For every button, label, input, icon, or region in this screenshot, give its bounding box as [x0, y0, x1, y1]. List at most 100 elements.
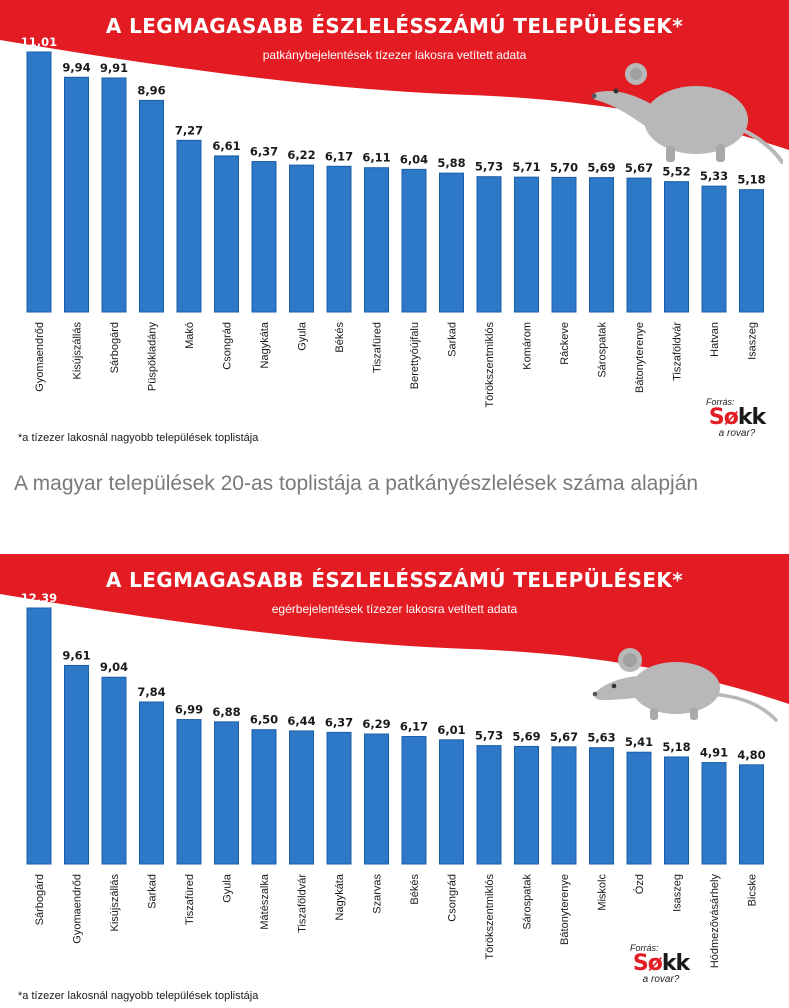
value-label: 5,73: [475, 160, 503, 174]
value-label: 7,27: [175, 123, 203, 137]
bar-Ráckeve: [551, 176, 577, 313]
bar-Kisújszállás: [101, 676, 127, 865]
category-label: Tiszaföldvár: [672, 322, 684, 381]
value-label: 5,88: [437, 156, 465, 170]
red-banner-background: [0, 0, 789, 150]
bar-Berettyóújfalu: [401, 168, 427, 313]
value-label: 6,11: [362, 151, 390, 165]
brand-tagline: a rovar?: [642, 974, 680, 985]
bar-Gyomaendrőd: [64, 664, 89, 865]
value-label: 6,22: [287, 148, 315, 162]
bar-Püspökladány: [139, 99, 164, 313]
bar-Tiszaföldvár: [289, 730, 314, 865]
footnote: *a tízezer lakosnál nagyobb települések …: [18, 432, 259, 444]
category-label: Püspökladány: [147, 322, 159, 392]
category-label: Isaszeg: [672, 874, 684, 912]
value-label: 5,18: [737, 173, 765, 187]
value-label: 6,37: [325, 715, 353, 729]
image-caption: A magyar települések 20-as toplistája a …: [14, 472, 699, 495]
chart-subtitle: patkánybejelentések tízezer lakosra vetí…: [262, 48, 527, 62]
value-label: 6,17: [400, 720, 428, 734]
bar-chart: 12,39 Sárbogárd 9,61 Gyomaendrőd 9,04 Kisújsz…: [21, 591, 766, 969]
bar-Bátonyterenye: [551, 746, 577, 865]
bar-Isaszeg: [739, 189, 764, 313]
value-label: 9,61: [62, 648, 90, 662]
value-label: 5,70: [550, 160, 578, 174]
value-label: 6,17: [325, 149, 353, 163]
value-label: 5,69: [587, 161, 615, 175]
category-label: Gyomaendrőd: [72, 874, 84, 944]
bar-Sarkad: [439, 172, 464, 313]
footnote: *a tízezer lakosnál nagyobb települések …: [18, 990, 259, 1002]
category-label: Sarkad: [447, 322, 459, 357]
value-label: 7,84: [137, 685, 165, 699]
value-label: 6,01: [437, 723, 465, 737]
category-label: Mátészalka: [259, 873, 271, 930]
bar-Hódmezővásárhely: [701, 762, 727, 865]
category-label: Csongrád: [447, 874, 459, 922]
chart-title: A LEGMAGASABB ÉSZLELÉSSZÁMÚ TELEPÜLÉSEK*: [105, 14, 684, 38]
category-label: Tiszafüred: [372, 322, 384, 373]
value-label: 5,69: [512, 729, 540, 743]
bar-Sarkad: [139, 701, 164, 865]
value-label: 9,04: [100, 660, 128, 674]
source-label: Forrás:: [706, 397, 735, 407]
bar-Szarvas: [364, 733, 389, 865]
red-banner-background: [0, 554, 789, 704]
bar-Kisújszállás: [64, 76, 89, 313]
category-label: Ráckeve: [559, 322, 571, 365]
bar-Törökszentmiklós: [476, 745, 502, 865]
category-label: Tiszaföldvár: [297, 874, 309, 933]
category-label: Hódmezővásárhely: [709, 874, 721, 969]
category-label: Bátonyterenye: [559, 874, 571, 945]
bar-Ózd: [626, 751, 652, 865]
category-label: Békés: [409, 874, 421, 905]
value-label: 6,99: [175, 703, 203, 717]
value-label: 9,91: [100, 61, 128, 75]
bar-chart: 11,01 Gyomaendrőd 9,94 Kisújszállás 9,91 Sárb…: [21, 35, 766, 408]
bar-Hatvan: [701, 185, 727, 313]
value-label: 4,91: [700, 746, 728, 760]
value-label: 4,80: [737, 748, 765, 762]
mouse-chart-panel: A LEGMAGASABB ÉSZLELÉSSZÁMÚ TELEPÜLÉSEK*…: [0, 554, 789, 1008]
source-logo: Forrás: Søkk a rovar?: [702, 398, 772, 439]
bar-Gyomaendrőd: [26, 51, 52, 313]
bar-Tiszafüred: [176, 719, 202, 865]
bar-Sárospatak: [514, 745, 539, 865]
bar-Bicske: [739, 764, 764, 865]
rat-chart-panel: A LEGMAGASABB ÉSZLELÉSSZÁMÚ TELEPÜLÉSEK*…: [0, 0, 789, 454]
value-label: 8,96: [137, 83, 165, 97]
category-label: Sárospatak: [522, 874, 534, 930]
value-label: 6,88: [212, 705, 240, 719]
value-label: 5,52: [662, 165, 690, 179]
category-label: Sarkad: [147, 874, 159, 909]
value-label: 6,44: [287, 714, 315, 728]
brand-name: Søkk: [708, 405, 766, 430]
brand-name: Søkk: [632, 951, 690, 976]
bar-Mátészalka: [251, 729, 277, 865]
value-label: 5,33: [700, 169, 728, 183]
category-label: Ózd: [633, 874, 646, 894]
bar-Nagykáta: [251, 161, 277, 313]
category-label: Törökszentmiklós: [484, 874, 496, 960]
bar-Sárbogárd: [101, 77, 127, 313]
bar-Miskolc: [589, 747, 614, 865]
category-label: Sárospatak: [597, 322, 609, 378]
category-label: Berettyóújfalu: [409, 322, 421, 389]
value-label: 5,63: [587, 731, 615, 745]
category-label: Sárbogárd: [34, 874, 46, 925]
bar-Sárospatak: [589, 177, 614, 313]
bar-Békés: [401, 736, 427, 865]
category-label: Szarvas: [372, 874, 384, 914]
category-label: Gyula: [222, 873, 234, 903]
value-label: 5,67: [550, 730, 578, 744]
category-label: Bátonyterenye: [634, 322, 646, 393]
bar-Csongrád: [214, 155, 239, 313]
bar-Isaszeg: [664, 756, 689, 865]
source-label: Forrás:: [630, 943, 659, 953]
category-label: Komárom: [522, 322, 534, 370]
bar-Békés: [326, 165, 352, 313]
category-label: Nagykáta: [259, 321, 271, 368]
rat-icon: [591, 63, 783, 164]
bar-Tiszafüred: [364, 167, 389, 313]
